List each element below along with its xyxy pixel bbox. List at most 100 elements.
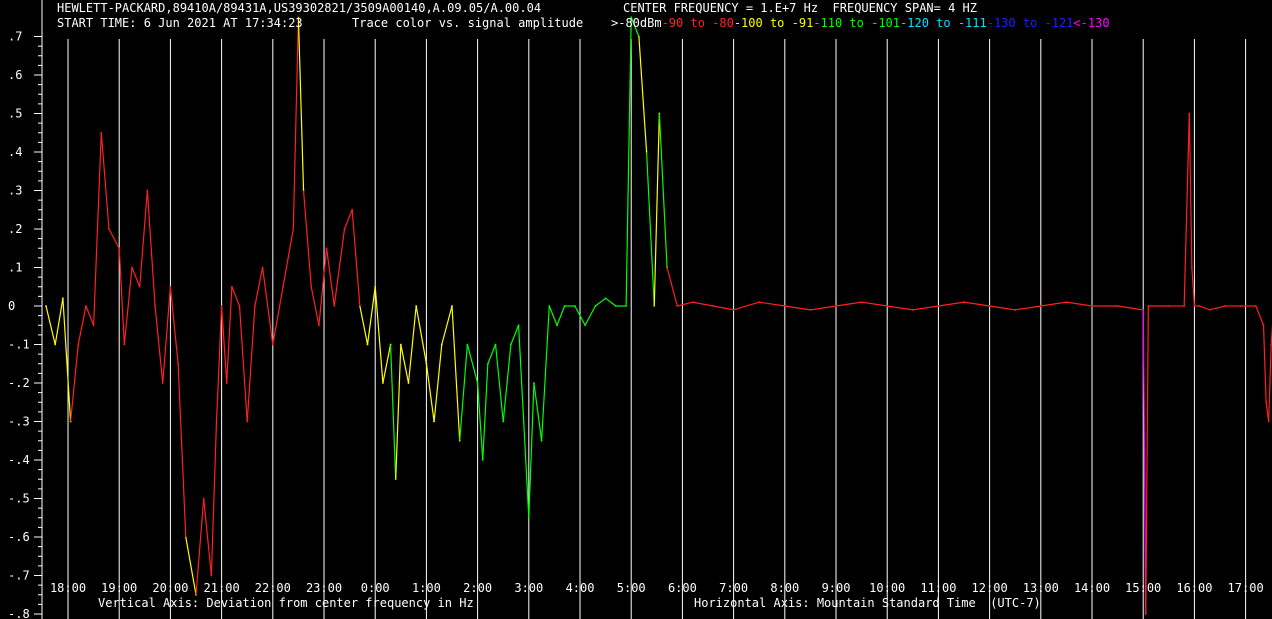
trace-segment [100,132,110,230]
trace-segment [389,344,397,480]
y-tick-label: .3 [8,184,22,198]
y-tick-label: .6 [8,68,22,82]
x-tick-label: 21:00 [204,581,240,595]
x-tick-label: 15:00 [1125,581,1161,595]
legend-entry: -90 to -80 [662,16,734,30]
trace-segment [221,305,228,384]
trace-segment [1255,305,1265,326]
trace-segment [459,344,468,441]
trace-segment [556,305,566,326]
trace-segment [118,248,125,345]
trace-segment [733,301,760,311]
trace-segment [1015,305,1041,311]
y-tick-label: 0 [8,299,15,313]
trace-segment [482,363,489,461]
trace-segment [1268,344,1272,422]
trace-segment [272,286,284,345]
x-tick-label: 3:00 [514,581,543,595]
trace-segment [574,305,586,326]
trace-segment [517,325,530,518]
vertical-axis-note: Vertical Axis: Deviation from center fre… [98,596,474,610]
header-frequency: CENTER FREQUENCY = 1.E+7 Hz FREQUENCY SP… [623,1,977,15]
x-tick-label: 14:00 [1074,581,1110,595]
trace-segment [861,301,888,307]
x-tick-label: 18:00 [50,581,86,595]
trace-segment [292,17,300,230]
x-tick-label: 4:00 [566,581,595,595]
trace-segment [441,305,453,345]
trace-segment [69,344,79,422]
trace-segment [318,248,328,326]
x-tick-label: 19:00 [101,581,137,595]
trace-segment [254,267,264,307]
y-tick-label: -.4 [8,453,30,467]
trace-segment [282,228,294,287]
x-tick-label: 8:00 [770,581,799,595]
trace-segment [605,297,617,307]
trace-segment [1209,305,1226,311]
trace-segment [177,363,187,538]
trace-segment [692,301,714,307]
trace-segment [93,132,102,326]
trace-segment [784,305,811,311]
hour-gridlines [67,39,1247,619]
trace-segment [494,344,504,422]
x-tick-label: 2:00 [463,581,492,595]
trace-segment [231,286,241,307]
trace-segment [162,286,172,384]
trace-segment [195,498,205,595]
trace-segment [1262,325,1267,403]
trace-segment [45,305,56,345]
trace-segment [584,305,596,326]
trace-segment [169,286,179,364]
trace-segment [366,286,376,345]
trace-segment [595,297,606,307]
header-instrument: HEWLETT-PACKARD,89410A/89431A,US39302821… [57,1,541,15]
y-tick-label: .7 [8,30,22,44]
trace-segment [333,228,346,307]
trace-segment [1117,305,1144,311]
legend-entry: <-130 [1073,16,1109,30]
y-tick-label: .2 [8,222,22,236]
x-tick-label: 23:00 [306,581,342,595]
trace-segment [1040,301,1067,307]
trace-segment [261,267,274,345]
trace-segment [407,305,417,384]
trace-segment [887,305,913,311]
x-tick-label: 12:00 [972,581,1008,595]
trace-segment [1183,113,1190,307]
x-tick-label: 9:00 [822,581,851,595]
signal-trace [45,16,1272,615]
trace-segment [425,363,435,422]
x-tick-label: 16:00 [1176,581,1212,595]
trace-segment [139,190,148,287]
trace-segment [226,286,233,384]
trace-segment [912,305,939,311]
trace-segment [54,298,64,345]
trace-segment [433,344,443,422]
trace-segment [108,228,120,249]
trace-segment [510,325,520,345]
trace-segment [653,113,660,307]
x-tick-label: 20:00 [152,581,188,595]
trace-segment [989,305,1016,311]
trace-segment [645,151,655,307]
trace-segment [658,113,668,268]
trace-segment [963,301,990,307]
x-tick-label: 10:00 [869,581,905,595]
header-trace-caption: Trace color vs. signal amplitude [352,16,583,30]
trace-segment [238,305,248,422]
trace-segment [400,344,410,384]
trace-segment [297,17,305,191]
trace-segment [835,301,862,307]
horizontal-axis-note: Horizontal Axis: Mountain Standard Time … [694,596,1041,610]
trace-segment [487,344,497,364]
x-tick-label: 6:00 [668,581,697,595]
legend-entry: -110 to -101 [813,16,900,30]
trace-segment [415,305,428,364]
x-tick-label: 7:00 [719,581,748,595]
y-tick-label: -.1 [8,338,30,352]
amplitude-color-legend: >-80dBm-90 to -80-100 to -91-110 to -101… [611,16,1110,30]
y-axis: .7 .6 .5 .4 .3 .2 .1 0 -.1 -.2 -.3 -.4 -.5 -.6 -.7 -.8 [8,0,43,619]
trace-segment [625,17,632,307]
